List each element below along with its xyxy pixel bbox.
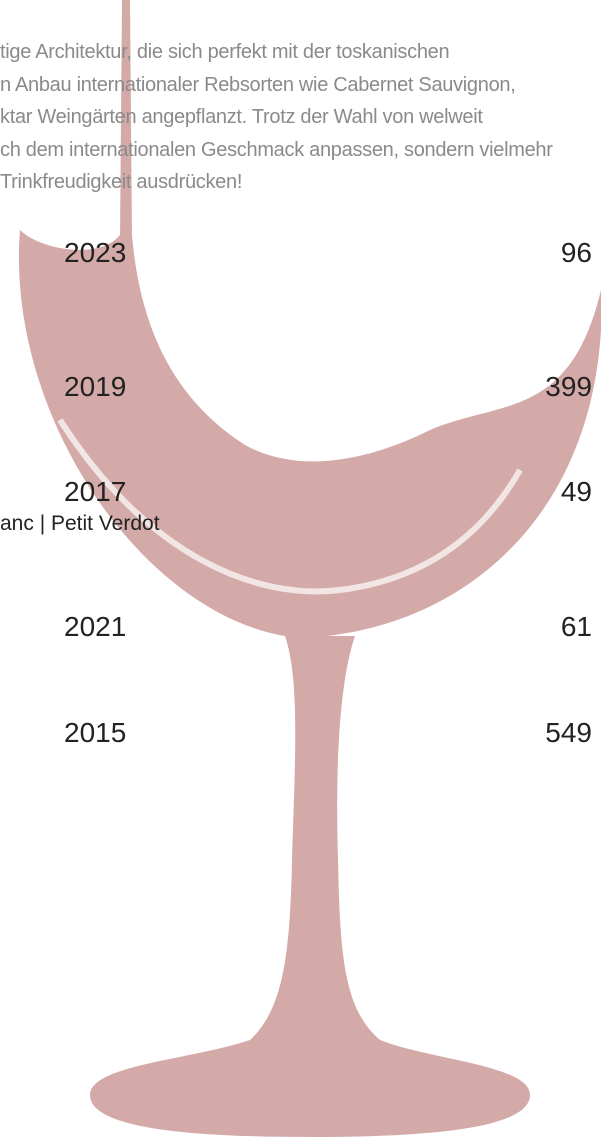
text-line: tige Architektur, die sich perfekt mit d… xyxy=(0,41,450,63)
text-line: Trinkfreudigkeit ausdrücken! xyxy=(0,171,243,193)
count: 96 xyxy=(560,237,592,268)
year: 2023 xyxy=(64,237,127,268)
vintage-row[interactable]: 2019 399 xyxy=(0,371,601,407)
vintage-row[interactable]: 2021 61 xyxy=(0,611,601,647)
count: 61 xyxy=(560,611,592,642)
text-line: n Anbau internationaler Rebsorten wie Ca… xyxy=(0,73,516,96)
year: 2019 xyxy=(64,371,127,402)
vintage-row[interactable]: 2023 96 xyxy=(0,237,601,273)
year: 2015 xyxy=(64,717,127,748)
count: 49 xyxy=(560,476,592,507)
text-line: ktar Weingärten angepflanzt. Trotz der W… xyxy=(0,106,483,128)
count: 549 xyxy=(545,717,592,748)
vintage-row[interactable]: 2017 49 anc | Petit Verdot xyxy=(0,476,601,535)
year: 2017 xyxy=(64,476,127,507)
count: 399 xyxy=(545,371,592,402)
year: 2021 xyxy=(64,611,127,642)
grapes: anc | Petit Verdot xyxy=(0,512,160,535)
text-line: ch dem internationalen Geschmack anpasse… xyxy=(0,138,553,161)
description: tige Architektur, die sich perfekt mit d… xyxy=(0,36,601,199)
vintage-row[interactable]: 2015 549 xyxy=(0,717,601,753)
